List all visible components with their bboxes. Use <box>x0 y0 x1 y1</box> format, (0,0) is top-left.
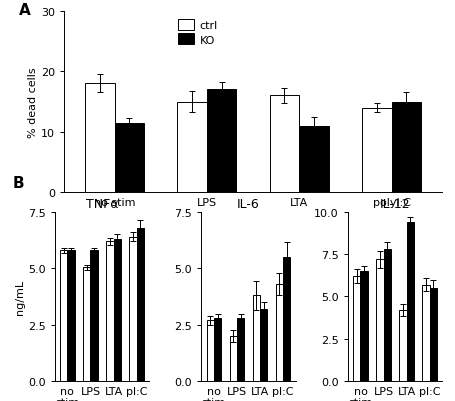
Text: B: B <box>12 176 24 190</box>
Title: IL-12: IL-12 <box>379 197 410 210</box>
Bar <box>275 284 283 381</box>
Bar <box>375 260 383 381</box>
Bar <box>177 102 207 192</box>
Bar <box>206 320 213 381</box>
Bar <box>106 242 113 381</box>
Bar <box>83 267 90 381</box>
Bar <box>129 237 136 381</box>
Bar <box>207 90 236 192</box>
Bar <box>361 108 391 192</box>
Bar <box>229 336 237 381</box>
Bar <box>90 251 98 381</box>
Y-axis label: % dead cells: % dead cells <box>28 67 38 138</box>
Legend: ctrl, KO: ctrl, KO <box>175 18 220 48</box>
Bar <box>252 296 259 381</box>
Bar <box>406 223 413 381</box>
Bar <box>213 318 221 381</box>
Title: TNFα: TNFα <box>86 197 118 210</box>
Bar <box>85 84 114 192</box>
Title: IL-6: IL-6 <box>237 197 259 210</box>
Bar <box>398 310 406 381</box>
Bar <box>136 228 144 381</box>
Bar <box>60 251 67 381</box>
Bar <box>421 285 429 381</box>
Y-axis label: ng/mL: ng/mL <box>15 279 25 314</box>
Bar <box>114 123 144 192</box>
Bar <box>237 318 244 381</box>
Bar <box>391 102 420 192</box>
Bar <box>352 277 359 381</box>
Text: A: A <box>18 3 30 18</box>
Bar <box>383 249 390 381</box>
Bar <box>283 257 290 381</box>
Bar <box>359 271 367 381</box>
Bar <box>298 126 328 192</box>
Bar <box>259 309 267 381</box>
Bar <box>269 96 298 192</box>
Bar <box>113 239 121 381</box>
Bar <box>429 288 436 381</box>
Bar <box>67 251 75 381</box>
